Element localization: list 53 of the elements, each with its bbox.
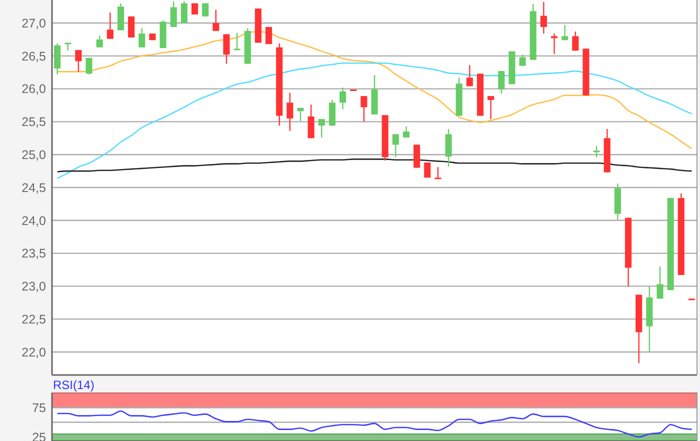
candlestick <box>170 0 177 28</box>
candlestick <box>286 92 294 132</box>
candlestick <box>234 32 240 50</box>
candlestick <box>414 144 420 168</box>
candlestick <box>550 32 558 55</box>
y-tick-label: 24,5 <box>22 180 46 195</box>
candlestick <box>96 34 103 48</box>
candlestick <box>75 49 82 72</box>
candlestick <box>180 0 188 24</box>
candlestick <box>202 2 209 18</box>
line-series <box>56 410 692 438</box>
y-tick-label: 23,0 <box>22 280 46 294</box>
line-series <box>56 30 692 150</box>
candlestick <box>445 128 452 168</box>
y-tick-label: 26,5 <box>22 49 46 64</box>
candlestick <box>86 57 92 75</box>
candlestick <box>656 266 664 300</box>
y-tick-label: 25,5 <box>22 115 46 130</box>
y-tick-label: 75 <box>32 401 46 416</box>
candlestick <box>340 86 346 110</box>
line-series <box>56 158 692 172</box>
candlestick <box>117 2 124 31</box>
candlestick <box>572 30 579 52</box>
candlestick <box>593 145 600 158</box>
y-tick-label: 25 <box>32 430 46 441</box>
candlestick <box>488 95 494 120</box>
candlestick <box>212 9 220 32</box>
candlestick <box>328 99 336 126</box>
y-tick-label: 23,5 <box>22 246 46 261</box>
candlestick <box>562 24 568 41</box>
candlestick <box>540 1 547 34</box>
candlestick <box>138 28 146 48</box>
y-tick-label: 24,0 <box>22 214 46 228</box>
candlestick <box>498 70 505 94</box>
candlestick <box>392 134 399 158</box>
candlestick <box>318 118 325 138</box>
chart-title: RSI(14) <box>53 378 94 392</box>
y-tick-label: 25,0 <box>22 148 46 162</box>
y-tick-label: 22,0 <box>22 345 46 360</box>
candlestick <box>424 162 431 178</box>
candlestick <box>360 95 368 122</box>
candlestick <box>434 166 442 180</box>
candlestick <box>106 12 114 40</box>
y-tick-label: 22,5 <box>22 312 46 326</box>
candlestick <box>223 34 230 64</box>
candlestick <box>297 107 304 122</box>
candlestick <box>54 42 61 75</box>
y-tick-label: 26,0 <box>22 82 46 96</box>
line-series <box>56 62 692 179</box>
candlestick <box>308 104 314 139</box>
y-tick-label: 27,0 <box>22 16 46 30</box>
candlestick <box>519 54 526 66</box>
candlestick <box>466 64 473 87</box>
